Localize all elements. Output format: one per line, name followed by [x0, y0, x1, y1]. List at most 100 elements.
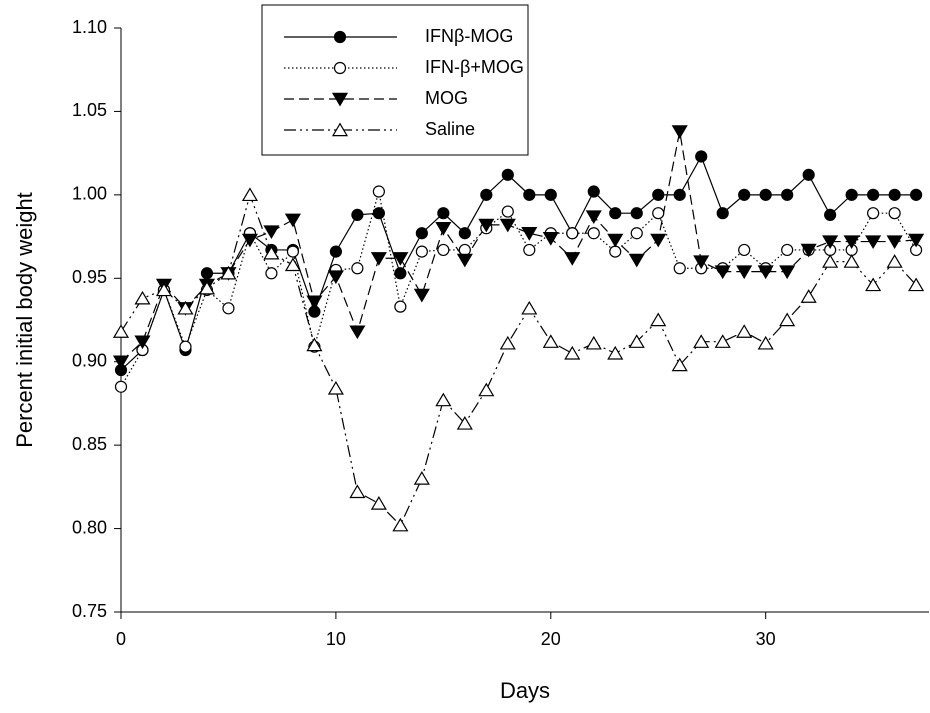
marker — [845, 188, 858, 201]
marker — [501, 205, 514, 218]
marker — [351, 262, 364, 275]
marker — [650, 233, 667, 248]
marker — [286, 245, 300, 258]
marker — [652, 188, 665, 201]
marker — [867, 188, 880, 201]
marker — [714, 334, 731, 348]
marker — [673, 188, 686, 201]
marker — [566, 227, 579, 240]
marker — [693, 255, 710, 270]
marker — [585, 335, 602, 350]
marker — [372, 185, 385, 198]
marker — [370, 496, 387, 510]
marker — [200, 267, 214, 280]
marker — [501, 168, 514, 181]
marker — [351, 208, 364, 221]
marker — [587, 227, 600, 240]
marker — [824, 208, 837, 221]
series-line — [120, 191, 917, 388]
marker — [241, 233, 258, 248]
marker — [695, 150, 708, 163]
marker — [628, 334, 645, 348]
marker — [671, 357, 688, 372]
marker — [370, 252, 387, 266]
marker — [652, 207, 665, 220]
marker — [630, 207, 643, 220]
marker — [458, 227, 471, 240]
x-tick-label: 30 — [756, 629, 776, 649]
marker — [437, 243, 450, 257]
marker — [435, 222, 452, 236]
marker — [331, 92, 349, 107]
marker — [822, 254, 839, 268]
marker — [521, 300, 538, 315]
marker — [886, 235, 903, 250]
marker — [327, 270, 344, 285]
marker — [456, 253, 473, 268]
marker — [263, 245, 280, 260]
marker — [908, 277, 925, 292]
marker — [392, 517, 409, 532]
series-line — [120, 155, 917, 371]
marker — [241, 187, 258, 202]
marker — [628, 253, 645, 268]
marker — [693, 334, 710, 348]
marker — [757, 335, 774, 350]
marker — [112, 355, 130, 370]
marker — [437, 207, 450, 220]
marker — [843, 254, 860, 268]
marker — [822, 235, 839, 250]
marker — [480, 188, 493, 201]
legend-label: Saline — [425, 119, 475, 139]
marker — [781, 243, 794, 257]
marker — [333, 30, 347, 44]
marker — [542, 334, 559, 348]
marker — [587, 185, 600, 198]
y-tick-label: 0.90 — [72, 350, 107, 370]
marker — [263, 225, 280, 240]
marker — [134, 335, 151, 350]
marker — [867, 207, 880, 220]
marker — [523, 243, 536, 257]
marker — [673, 262, 686, 275]
marker — [306, 295, 323, 310]
marker — [112, 324, 130, 338]
marker — [198, 280, 216, 295]
marker — [779, 265, 796, 280]
marker — [394, 300, 407, 313]
marker — [738, 243, 751, 257]
series-line — [120, 192, 917, 527]
marker — [155, 282, 173, 297]
marker — [609, 207, 622, 220]
marker — [349, 484, 366, 499]
marker — [349, 325, 366, 340]
marker — [908, 233, 925, 248]
marker — [585, 210, 602, 225]
marker — [327, 380, 344, 395]
y-tick-label: 1.05 — [72, 100, 107, 120]
x-tick-label: 10 — [326, 629, 346, 649]
marker — [609, 245, 622, 258]
marker — [284, 257, 301, 272]
legend-label: IFNβ-MOG — [425, 26, 513, 46]
marker — [757, 265, 774, 280]
marker — [736, 324, 753, 338]
marker — [865, 235, 882, 250]
marker — [738, 188, 751, 201]
marker — [372, 207, 385, 220]
y-tick-label: 0.75 — [72, 601, 107, 621]
marker — [478, 382, 495, 397]
marker — [671, 125, 688, 139]
y-tick-label: 1.00 — [72, 184, 107, 204]
marker — [177, 300, 194, 315]
marker — [607, 345, 624, 360]
marker — [413, 288, 430, 303]
marker — [523, 188, 536, 201]
marker — [306, 337, 323, 352]
marker — [800, 243, 817, 258]
marker — [222, 302, 235, 315]
marker — [886, 254, 903, 268]
marker — [865, 277, 882, 292]
y-axis-title: Percent initial body weight — [12, 192, 37, 448]
